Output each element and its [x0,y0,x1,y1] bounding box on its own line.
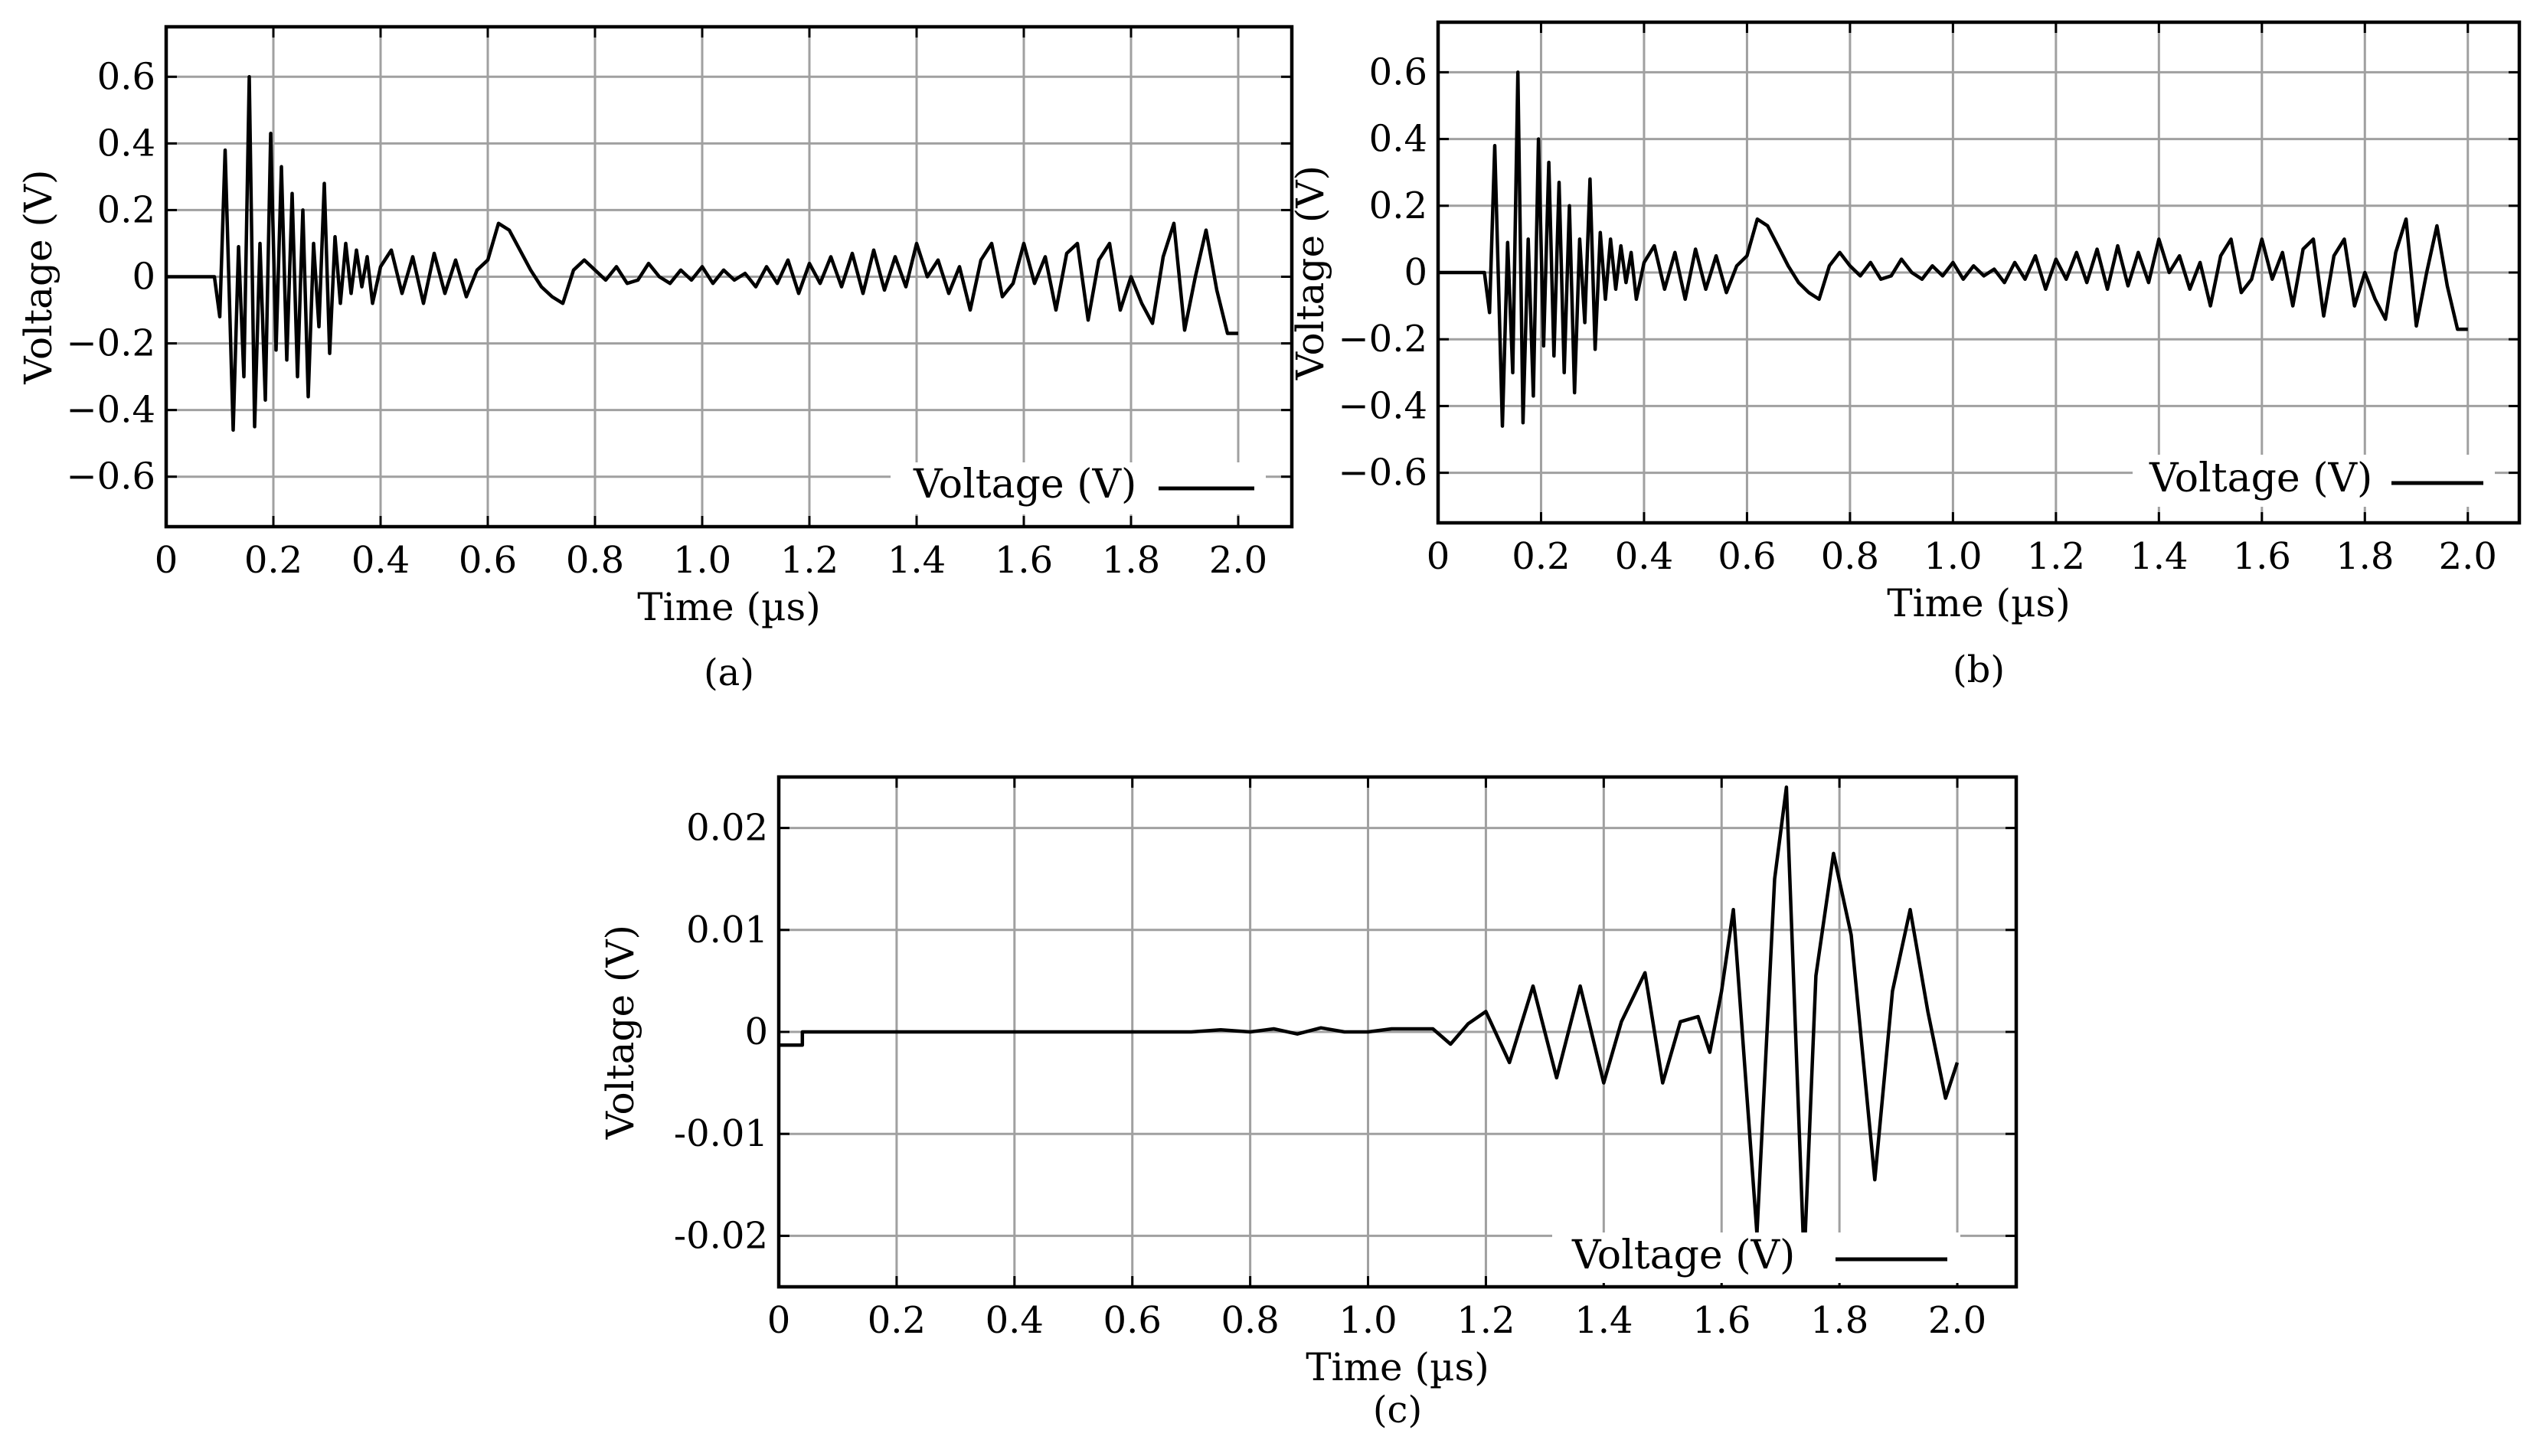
x-tick-label: 0.4 [1615,535,1673,578]
y-tick-label: 0 [1404,251,1427,294]
y-tick-label: 0.2 [97,188,155,231]
legend-label: Voltage (V) [913,462,1136,508]
chart-panel-a: 0 0.2 0.4 0.6 0.8 1.0 1.2 1.4 1.6 1.8 2.0 −0.6 −0.4 −… [16,24,1294,694]
y-tick-label: 0.6 [1369,51,1427,93]
x-tick-label: 1.0 [1924,535,1982,578]
y-tick-label: 0 [132,256,155,299]
y-axis-title: Voltage (V) [598,925,642,1140]
x-tick-label: 0.6 [1718,535,1776,578]
x-tick-label: 0.2 [868,1299,926,1342]
series-line-voltage [1438,70,2468,428]
x-tick-label: 0.8 [1821,535,1879,578]
x-tick-label: 1.6 [995,539,1053,582]
x-tick-label: 0.4 [351,539,410,582]
y-tick-label: 0.2 [1369,184,1427,227]
x-axis-title: Time (µs) [1306,1345,1489,1389]
series-line-voltage [779,785,1960,1263]
x-tick-label: 1.4 [2130,535,2188,578]
plot-frame [164,24,1294,529]
x-tick-label: 0.4 [986,1299,1044,1342]
y-tick-label: 0 [744,1010,768,1053]
y-axis-title: Voltage (V) [1288,165,1332,380]
legend: Voltage (V) [2133,455,2495,507]
x-tick-label: 2.0 [2439,535,2497,578]
y-tick-label: −0.4 [66,389,155,432]
x-tick-label: 1.6 [1692,1299,1751,1342]
x-tick-label: 1.2 [1456,1299,1515,1342]
x-tick-label: 1.0 [1339,1299,1397,1342]
x-tick-label: 1.0 [673,539,731,582]
y-tick-label: 0.4 [1369,118,1427,161]
series-line-voltage [166,75,1238,433]
x-tick-label: 1.2 [780,539,838,582]
x-tick-label: 1.6 [2233,535,2291,578]
x-tick-label: 0.2 [1512,535,1570,578]
y-tick-label: 0.01 [686,909,768,952]
chart-panel-c: 0 0.2 0.4 0.6 0.8 1.0 1.2 1.4 1.6 1.8 2.0 -0.02 -0.0… [598,775,2019,1432]
x-tick-label: 1.8 [1810,1299,1868,1342]
x-tick-label: 0.6 [1103,1299,1162,1342]
plot-frame [776,775,2019,1289]
x-tick-label: 1.2 [2027,535,2085,578]
x-tick-label: 1.8 [2336,535,2394,578]
legend: Voltage (V) [1552,1232,1960,1283]
y-tick-label: −0.6 [66,455,155,498]
panel-caption: (c) [1373,1389,1422,1432]
panel-caption: (a) [704,651,754,694]
legend-background [2133,455,2495,507]
x-tick-label: 0 [1427,535,1450,578]
panel-caption: (b) [1953,648,2005,691]
y-tick-label: −0.2 [66,322,155,365]
y-tick-label: -0.02 [674,1214,768,1257]
x-tick-label: 0.8 [566,539,624,582]
x-axis-title: Time (µs) [1887,581,2070,625]
legend-label: Voltage (V) [1571,1232,1795,1278]
chart-panel-b: 0 0.2 0.4 0.6 0.8 1.0 1.2 1.4 1.6 1.8 2.0 −0.6 −0.4 −… [1288,20,2522,691]
legend-label: Voltage (V) [2149,455,2372,501]
y-tick-label: 0.4 [97,122,155,165]
y-tick-label: -0.01 [674,1112,768,1155]
plot-frame [1436,20,2522,525]
x-tick-label: 1.4 [1574,1299,1633,1342]
x-tick-label: 1.8 [1102,539,1160,582]
x-tick-label: 0.6 [459,539,517,582]
y-tick-label: −0.6 [1338,452,1427,495]
x-tick-label: 0.8 [1221,1299,1279,1342]
y-tick-label: 0.6 [97,55,155,98]
y-tick-label: −0.2 [1338,318,1427,361]
x-tick-label: 1.4 [888,539,946,582]
x-tick-label: 0 [767,1299,791,1342]
x-tick-label: 2.0 [1928,1299,1986,1342]
x-axis-title: Time (µs) [637,585,820,629]
x-tick-label: 0 [155,539,178,582]
y-tick-label: −0.4 [1338,384,1427,427]
x-tick-label: 0.2 [244,539,302,582]
y-axis-title: Voltage (V) [16,169,60,384]
y-tick-label: 0.02 [686,807,768,850]
legend: Voltage (V) [891,462,1266,514]
x-tick-label: 2.0 [1209,539,1267,582]
